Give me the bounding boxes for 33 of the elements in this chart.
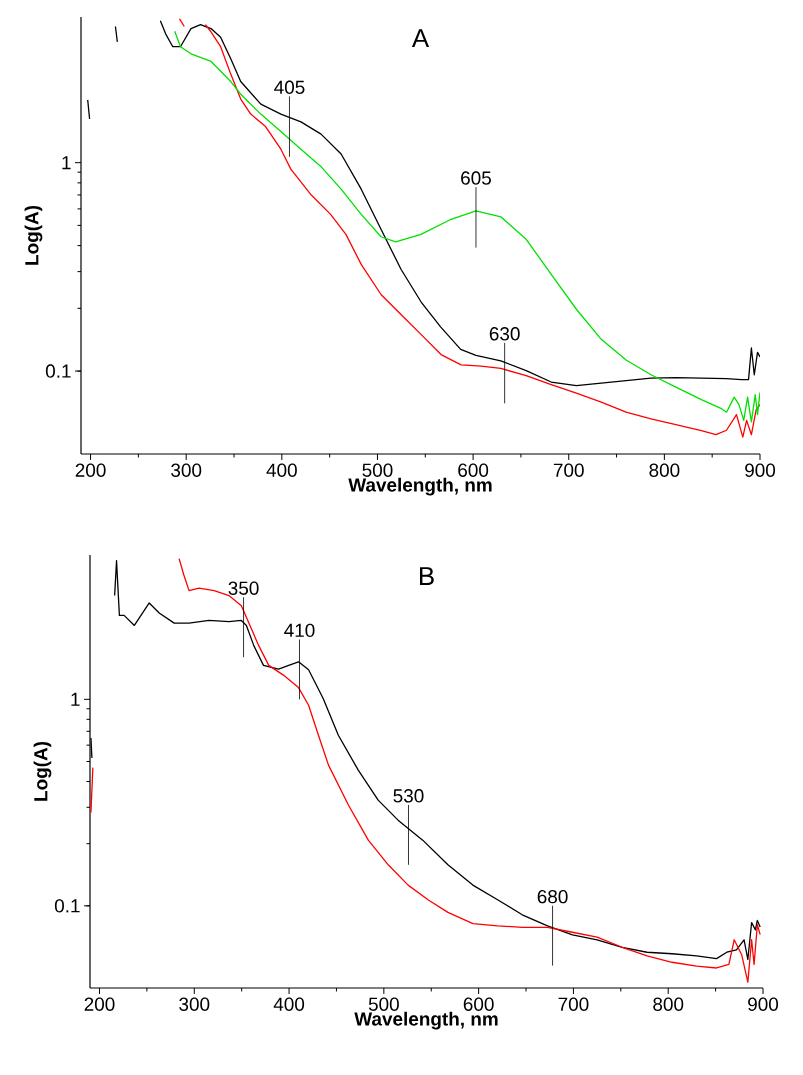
x-tick-label: 500 [362,463,393,477]
x-axis-title: Wavelength, nm [354,1011,498,1030]
annotation: 405 [274,80,305,94]
y-tick-label: 0.1 [54,899,80,913]
y-axis-title: Log(A) [33,741,52,801]
x-axis-title: Wavelength, nm [348,477,492,496]
x-tick-label: 800 [649,463,680,477]
annotation: 410 [284,623,315,638]
x-tick-label: 200 [84,997,115,1011]
y-tick-label: 1 [62,156,71,170]
chart-title: A [411,29,430,48]
y-axis-title: Log(A) [24,205,43,265]
x-tick-label: 600 [463,997,494,1011]
x-tick-label: 900 [745,463,776,477]
x-tick-label: 700 [553,463,584,477]
y-tick-label: 1 [71,692,80,706]
x-tick-label: 400 [273,997,305,1011]
x-tick-label: 400 [266,463,297,477]
x-tick-label: 600 [458,463,489,477]
annotation: 605 [461,171,491,185]
annotation: 630 [489,327,520,341]
x-tick-label: 700 [558,997,589,1011]
x-tick-label: 200 [75,463,106,477]
chart-title: B [419,567,434,585]
x-tick-label: 300 [179,997,210,1011]
x-tick-label: 800 [653,997,684,1011]
annotation: 680 [537,889,568,904]
annotation: 530 [393,789,424,803]
annotation: 350 [228,581,259,595]
x-tick-label: 500 [368,997,399,1011]
x-tick-label: 300 [171,463,202,477]
x-tick-label: 900 [748,997,779,1011]
y-tick-label: 0.1 [45,364,71,378]
